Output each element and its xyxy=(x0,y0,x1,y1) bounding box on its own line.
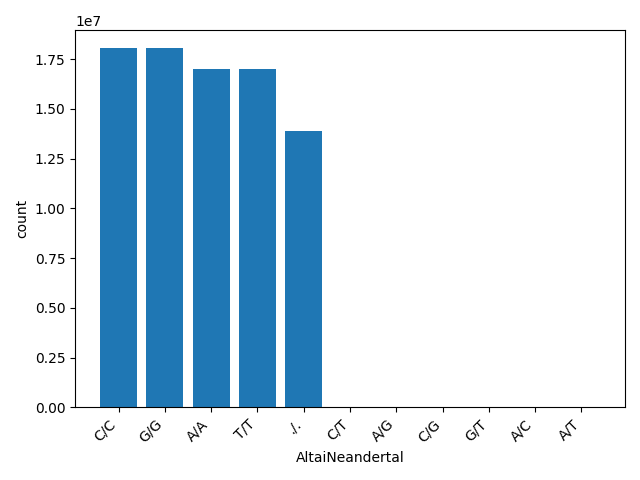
Y-axis label: count: count xyxy=(15,199,29,239)
Bar xyxy=(100,48,137,408)
Bar xyxy=(239,69,276,408)
Bar xyxy=(285,131,322,408)
X-axis label: AltaiNeandertal: AltaiNeandertal xyxy=(296,451,404,465)
Bar xyxy=(193,69,230,408)
Bar xyxy=(147,48,183,408)
